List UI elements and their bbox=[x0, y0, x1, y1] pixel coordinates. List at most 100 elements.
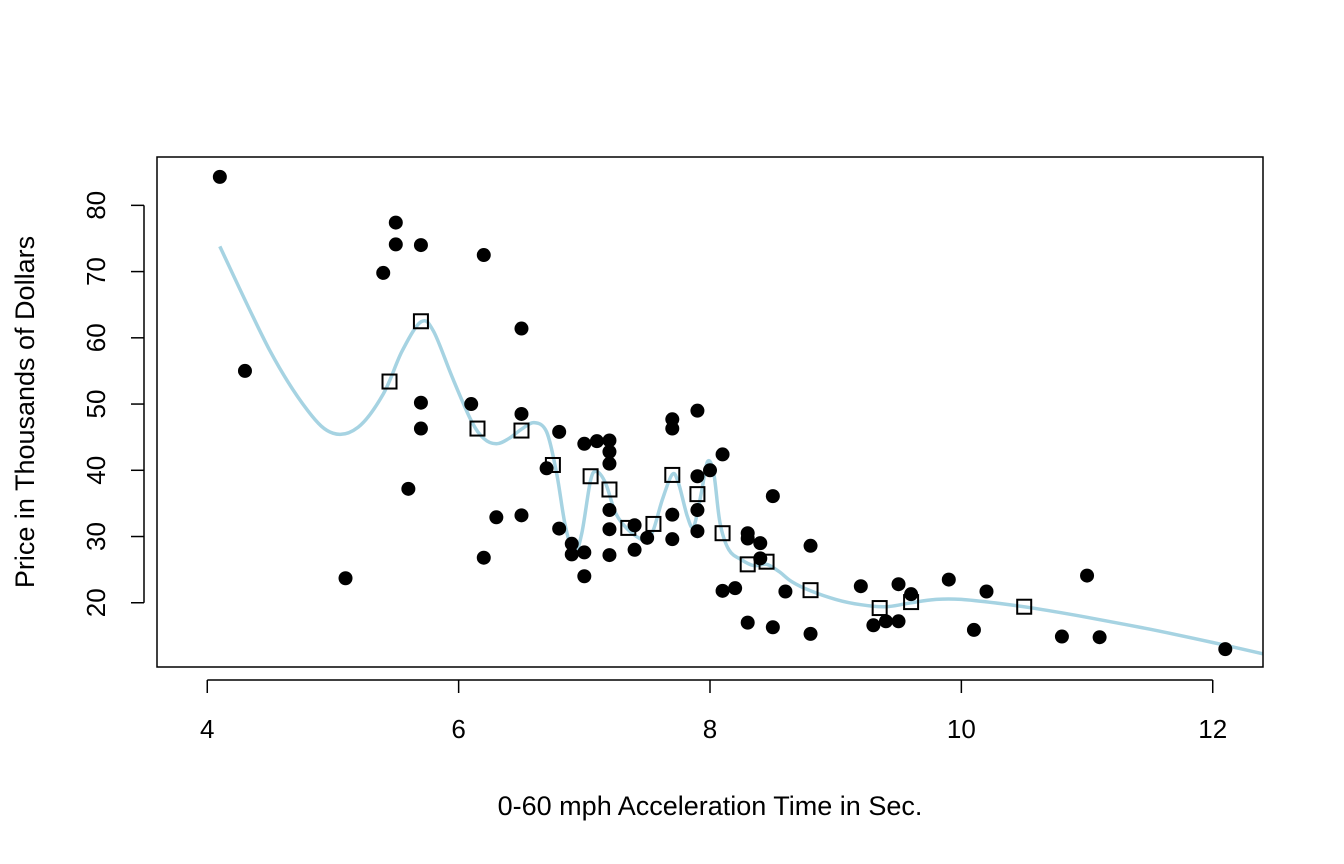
data-point bbox=[891, 577, 906, 592]
data-point bbox=[753, 536, 768, 551]
x-tick-label: 12 bbox=[1198, 714, 1227, 744]
square-point bbox=[620, 519, 637, 536]
x-tick-label: 4 bbox=[200, 714, 214, 744]
x-tick-label: 8 bbox=[703, 714, 717, 744]
data-point bbox=[552, 521, 567, 536]
data-point bbox=[690, 403, 705, 418]
square-point bbox=[412, 313, 429, 330]
data-point bbox=[690, 503, 705, 518]
y-tick-label: 80 bbox=[81, 191, 111, 220]
data-point bbox=[413, 238, 428, 253]
data-point bbox=[602, 456, 617, 471]
data-point bbox=[376, 265, 391, 280]
data-point bbox=[728, 581, 743, 596]
data-point bbox=[602, 433, 617, 448]
data-point bbox=[401, 481, 416, 496]
data-point bbox=[627, 542, 642, 557]
y-tick-label: 60 bbox=[81, 323, 111, 352]
y-tick-label: 30 bbox=[81, 522, 111, 551]
data-point bbox=[552, 424, 567, 439]
data-point bbox=[878, 614, 893, 629]
y-axis-title: Price in Thousands of Dollars bbox=[10, 236, 40, 588]
data-point bbox=[941, 572, 956, 587]
square-point bbox=[544, 456, 561, 473]
data-point bbox=[577, 436, 592, 451]
square-point bbox=[645, 515, 662, 532]
data-point bbox=[803, 626, 818, 641]
square-point bbox=[582, 468, 599, 485]
square-point bbox=[871, 600, 888, 617]
data-point bbox=[602, 522, 617, 537]
data-point bbox=[778, 584, 793, 599]
data-point bbox=[577, 569, 592, 584]
data-point bbox=[853, 579, 868, 594]
square-point bbox=[903, 594, 920, 611]
square-point bbox=[469, 420, 486, 437]
smoothed-price-curve bbox=[218, 245, 1264, 656]
data-point bbox=[640, 530, 655, 545]
y-axis: 20 30 40 50 60 70 80 bbox=[81, 191, 145, 617]
data-point bbox=[891, 614, 906, 629]
square-point bbox=[1016, 598, 1033, 615]
data-point bbox=[966, 622, 981, 637]
square-point bbox=[381, 373, 398, 390]
data-point bbox=[1218, 642, 1233, 657]
data-point bbox=[715, 583, 730, 598]
data-point bbox=[690, 469, 705, 484]
data-point bbox=[602, 548, 617, 563]
data-point bbox=[740, 531, 755, 546]
square-point bbox=[689, 486, 706, 503]
data-point bbox=[413, 395, 428, 410]
data-point bbox=[979, 584, 994, 599]
square-point bbox=[714, 525, 731, 542]
square-point bbox=[758, 553, 775, 570]
data-point bbox=[564, 547, 579, 562]
data-point bbox=[489, 510, 504, 525]
data-point bbox=[866, 618, 881, 633]
data-point bbox=[464, 397, 479, 412]
data-point bbox=[803, 538, 818, 553]
smooth-curve-layer bbox=[218, 245, 1264, 656]
data-point bbox=[765, 489, 780, 504]
y-tick-label: 20 bbox=[81, 588, 111, 617]
data-point bbox=[589, 434, 604, 449]
data-point bbox=[703, 463, 717, 478]
data-point bbox=[212, 169, 227, 184]
data-point bbox=[665, 507, 680, 522]
data-point bbox=[1054, 629, 1069, 644]
data-point bbox=[1092, 630, 1107, 645]
x-tick-label: 6 bbox=[451, 714, 465, 744]
y-tick-label: 40 bbox=[81, 456, 111, 485]
data-point bbox=[740, 615, 755, 630]
x-tick-label: 10 bbox=[947, 714, 976, 744]
data-point bbox=[237, 363, 252, 378]
data-point bbox=[338, 571, 353, 586]
data-point bbox=[577, 545, 592, 560]
data-point bbox=[690, 524, 705, 539]
data-point bbox=[388, 237, 403, 252]
data-point bbox=[715, 447, 730, 462]
data-point bbox=[765, 620, 780, 635]
y-tick-label: 70 bbox=[81, 257, 111, 286]
data-point bbox=[665, 532, 680, 547]
square-points-layer bbox=[381, 313, 1033, 617]
square-point bbox=[513, 422, 530, 439]
data-point bbox=[602, 503, 617, 518]
y-tick-label: 50 bbox=[81, 390, 111, 419]
x-axis: 4 6 8 10 12 bbox=[200, 679, 1227, 744]
data-point bbox=[413, 421, 428, 436]
square-point bbox=[739, 556, 756, 573]
filled-points-layer bbox=[212, 169, 1233, 657]
data-point bbox=[665, 421, 680, 436]
data-point bbox=[564, 536, 579, 551]
data-point bbox=[476, 550, 491, 565]
square-point bbox=[601, 481, 618, 498]
data-point bbox=[1080, 568, 1095, 583]
data-point bbox=[476, 248, 491, 263]
data-point bbox=[514, 508, 529, 523]
data-point bbox=[514, 406, 529, 421]
plot-frame bbox=[156, 156, 1264, 668]
data-point bbox=[388, 215, 403, 230]
data-point bbox=[602, 444, 617, 459]
